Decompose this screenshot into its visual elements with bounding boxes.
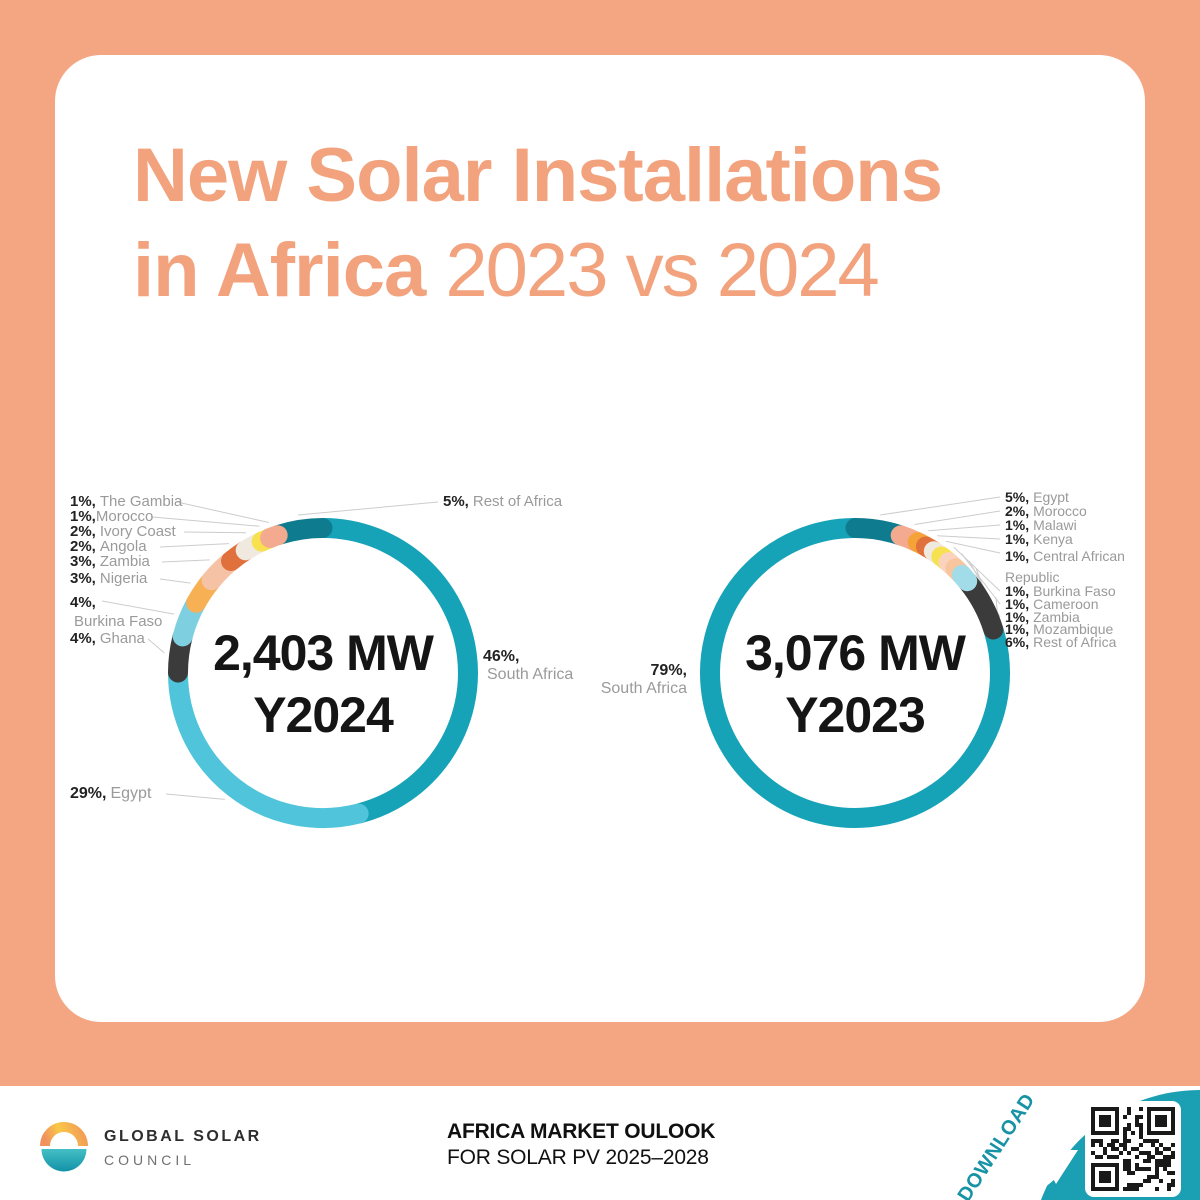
global-solar-council-sun-icon xyxy=(40,1122,88,1172)
logo-org-sub: COUNCIL xyxy=(104,1152,196,1168)
donut-2024-year: Y2024 xyxy=(253,687,394,743)
footer-report-title: AFRICA MARKET OULOOK FOR SOLAR PV 2025–2… xyxy=(447,1120,715,1170)
page-title: New Solar Installations in Africa 2023 vs… xyxy=(133,128,943,318)
donut-2023-center: 3,076 MW Y2023 xyxy=(695,622,1015,746)
title-line2: in Africa xyxy=(133,228,426,313)
title-line1: New Solar Installations xyxy=(133,133,943,218)
donut-2023-year: Y2023 xyxy=(785,687,926,743)
title-year-range: 2023 vs 2024 xyxy=(445,228,879,313)
donut-2024-center: 2,403 MW Y2024 xyxy=(163,622,483,746)
report-title-line2: FOR SOLAR PV 2025–2028 xyxy=(447,1146,709,1169)
logo-org-name: GLOBAL SOLAR xyxy=(104,1128,262,1145)
donut-2023-total: 3,076 MW xyxy=(745,625,966,681)
report-title-line1: AFRICA MARKET OULOOK xyxy=(447,1120,716,1143)
donut-2024-total: 2,403 MW xyxy=(213,625,434,681)
